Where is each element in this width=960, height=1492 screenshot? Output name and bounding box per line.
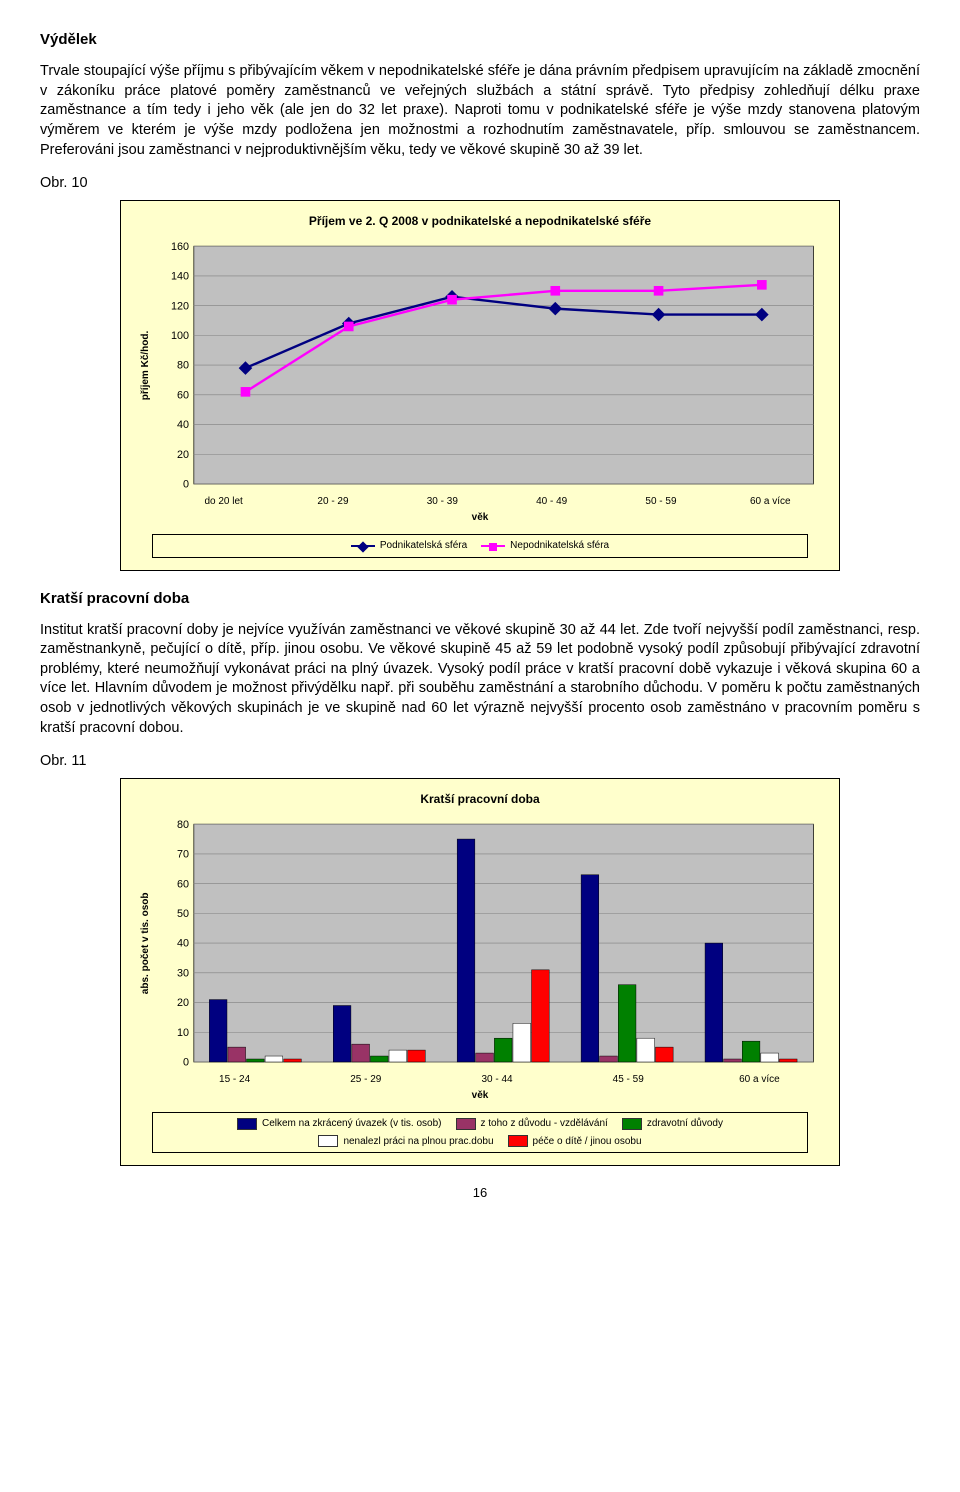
chart1-category: 40 - 49	[497, 495, 606, 509]
svg-text:20: 20	[177, 449, 189, 461]
svg-text:40: 40	[177, 419, 189, 431]
svg-text:20: 20	[177, 997, 189, 1009]
chart2-category: 30 - 44	[431, 1073, 562, 1087]
chart1-title: Příjem ve 2. Q 2008 v podnikatelské a ne…	[135, 213, 825, 229]
chart2-title: Kratší pracovní doba	[135, 791, 825, 807]
svg-text:160: 160	[171, 241, 189, 253]
heading-kratsi: Kratší pracovní doba	[40, 589, 920, 609]
chart2-category: 45 - 59	[563, 1073, 694, 1087]
chart1-category: do 20 let	[169, 495, 278, 509]
legend-item: Nepodnikatelská sféra	[481, 539, 609, 553]
heading-vydelek: Výdělek	[40, 30, 920, 50]
svg-text:80: 80	[177, 819, 189, 831]
svg-text:100: 100	[171, 330, 189, 342]
fig-label-11: Obr. 11	[40, 752, 920, 772]
chart1-legend: Podnikatelská sféra Nepodnikatelská sféra	[152, 534, 809, 558]
legend-item: zdravotní důvody	[622, 1117, 723, 1131]
svg-text:60: 60	[177, 878, 189, 890]
legend-item: Celkem na zkrácený úvazek (v tis. osob)	[237, 1117, 442, 1131]
chart2-xlabel: věk	[135, 1089, 825, 1103]
chart2-svg: 0 10 20 30 40 50 60 70 80	[153, 817, 826, 1069]
chart2-xlabels: 15 - 2425 - 2930 - 4445 - 5960 a více	[169, 1073, 825, 1087]
svg-text:60: 60	[177, 389, 189, 401]
chart-kratsi: Kratší pracovní doba abs. počet v tis. o…	[120, 778, 840, 1166]
legend-item: péče o dítě / jinou osobu	[508, 1135, 642, 1149]
chart2-category: 15 - 24	[169, 1073, 300, 1087]
chart1-ylabel: příjem Kč/hod.	[135, 239, 153, 491]
svg-text:10: 10	[177, 1027, 189, 1039]
chart2-category: 60 a více	[694, 1073, 825, 1087]
chart2-category: 25 - 29	[300, 1073, 431, 1087]
chart1-category: 20 - 29	[278, 495, 387, 509]
svg-text:140: 140	[171, 270, 189, 282]
svg-text:50: 50	[177, 908, 189, 920]
chart1-xlabel: věk	[135, 511, 825, 525]
chart1-category: 50 - 59	[606, 495, 715, 509]
chart1-svg: 0 20 40 60 80 100 120 140 160	[153, 239, 826, 491]
chart2-legend: Celkem na zkrácený úvazek (v tis. osob) z…	[152, 1112, 809, 1153]
para-kratsi: Institut kratší pracovní doby je nejvíce…	[40, 621, 920, 738]
svg-text:70: 70	[177, 848, 189, 860]
legend-item: Podnikatelská sféra	[351, 539, 467, 553]
chart2-ylabel: abs. počet v tis. osob	[135, 817, 153, 1069]
svg-text:30: 30	[177, 967, 189, 979]
fig-label-10: Obr. 10	[40, 174, 920, 194]
svg-text:0: 0	[183, 1056, 189, 1068]
page-number: 16	[40, 1184, 920, 1202]
chart1-category: 30 - 39	[388, 495, 497, 509]
chart1-xlabels: do 20 let20 - 2930 - 3940 - 4950 - 5960 …	[169, 495, 825, 509]
para-vydelek: Trvale stoupající výše příjmu s přibývaj…	[40, 62, 920, 160]
svg-text:40: 40	[177, 938, 189, 950]
svg-text:0: 0	[183, 478, 189, 490]
legend-item: z toho z důvodu - vzdělávání	[456, 1117, 608, 1131]
chart-income: Příjem ve 2. Q 2008 v podnikatelské a ne…	[120, 200, 840, 571]
svg-text:120: 120	[171, 300, 189, 312]
svg-text:80: 80	[177, 360, 189, 372]
legend-item: nenalezl práci na plnou prac.dobu	[318, 1135, 493, 1149]
chart1-category: 60 a více	[716, 495, 825, 509]
